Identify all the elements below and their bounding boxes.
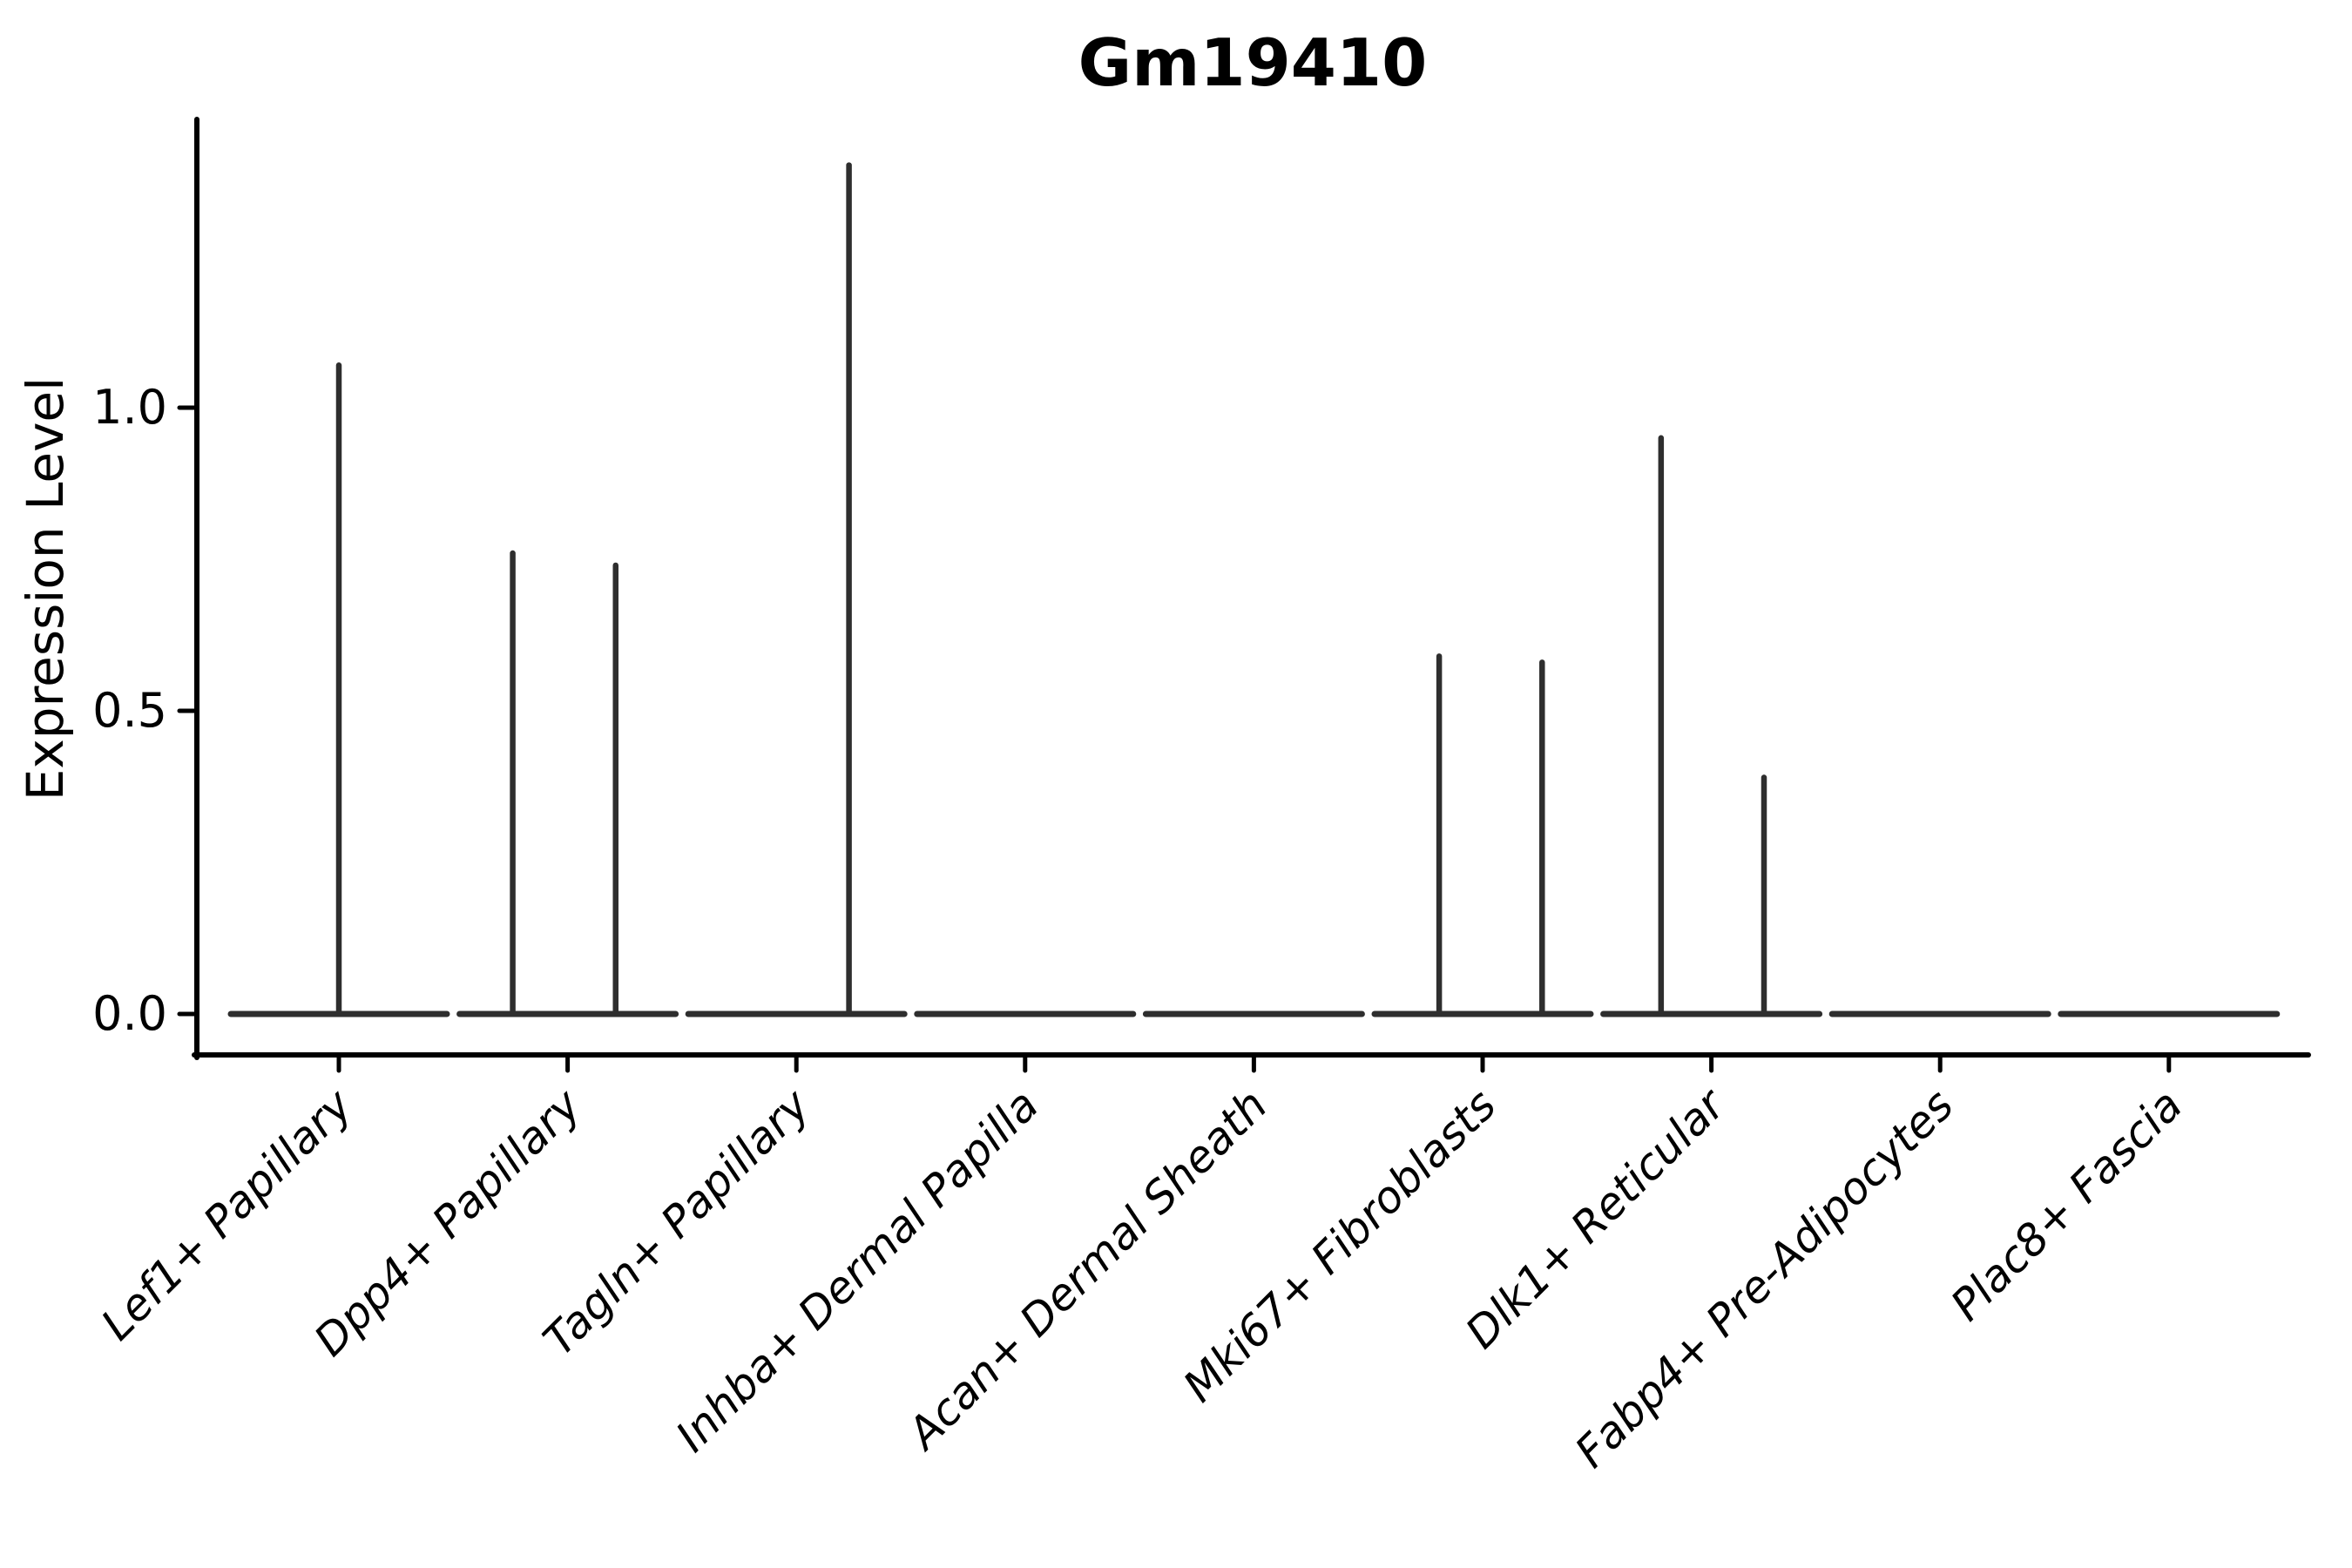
- y-tick-label: 0.5: [92, 683, 167, 738]
- violin-layer: [227, 162, 2281, 1017]
- chart-title: Gm19410: [1078, 24, 1428, 101]
- x-tick-label: Lef1+ Papillary: [91, 1078, 362, 1349]
- axes-layer: [177, 117, 2311, 1073]
- y-tick-label: 1.0: [92, 380, 167, 435]
- x-tick-label: Acan+ Dermal Sheath: [896, 1079, 1277, 1460]
- x-tick-label: Fabp4+ Pre-Adipocytes: [1565, 1079, 1963, 1477]
- y-axis-label: Expression Level: [16, 377, 75, 801]
- y-tick-label: 0.0: [92, 986, 167, 1041]
- x-tick-label: Inhba+ Dermal Papilla: [666, 1079, 1048, 1461]
- x-tick-label: Plac8+ Fascia: [1941, 1079, 2192, 1330]
